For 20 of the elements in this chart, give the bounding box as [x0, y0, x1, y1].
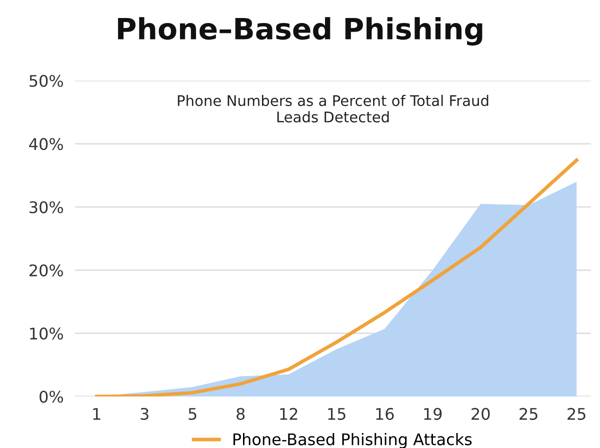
x-tick-label: 20: [472, 408, 490, 420]
x-tick-label: 1: [93, 408, 100, 420]
text: Phone Numbers as a Percent of Total Fraud Leads Detected: [178, 94, 488, 122]
y-tick-label: 30%: [30, 201, 64, 214]
x-tick-label: 5: [188, 408, 196, 420]
x-tick-label: 12: [280, 408, 298, 420]
legend-label: Phone-Based Phishing Attacks: [233, 432, 472, 448]
x-tick-label: 15: [328, 408, 346, 420]
chart-title: Phone–Based Phishing: [118, 17, 482, 46]
x-tick-label: 25: [520, 408, 538, 420]
x-tick-label: 19: [424, 408, 442, 420]
y-tick-label: 40%: [29, 138, 64, 150]
y-tick-label: 20%: [30, 264, 64, 276]
y-tick-label: 50%: [30, 74, 64, 87]
y-tick-label: 0%: [40, 390, 64, 403]
y-tick-label: 10%: [30, 328, 64, 340]
x-tick-label: 25: [568, 408, 586, 420]
x-tick-label: 16: [376, 408, 394, 420]
x-tick-label: 3: [140, 408, 148, 420]
x-tick-label: 8: [236, 408, 245, 420]
